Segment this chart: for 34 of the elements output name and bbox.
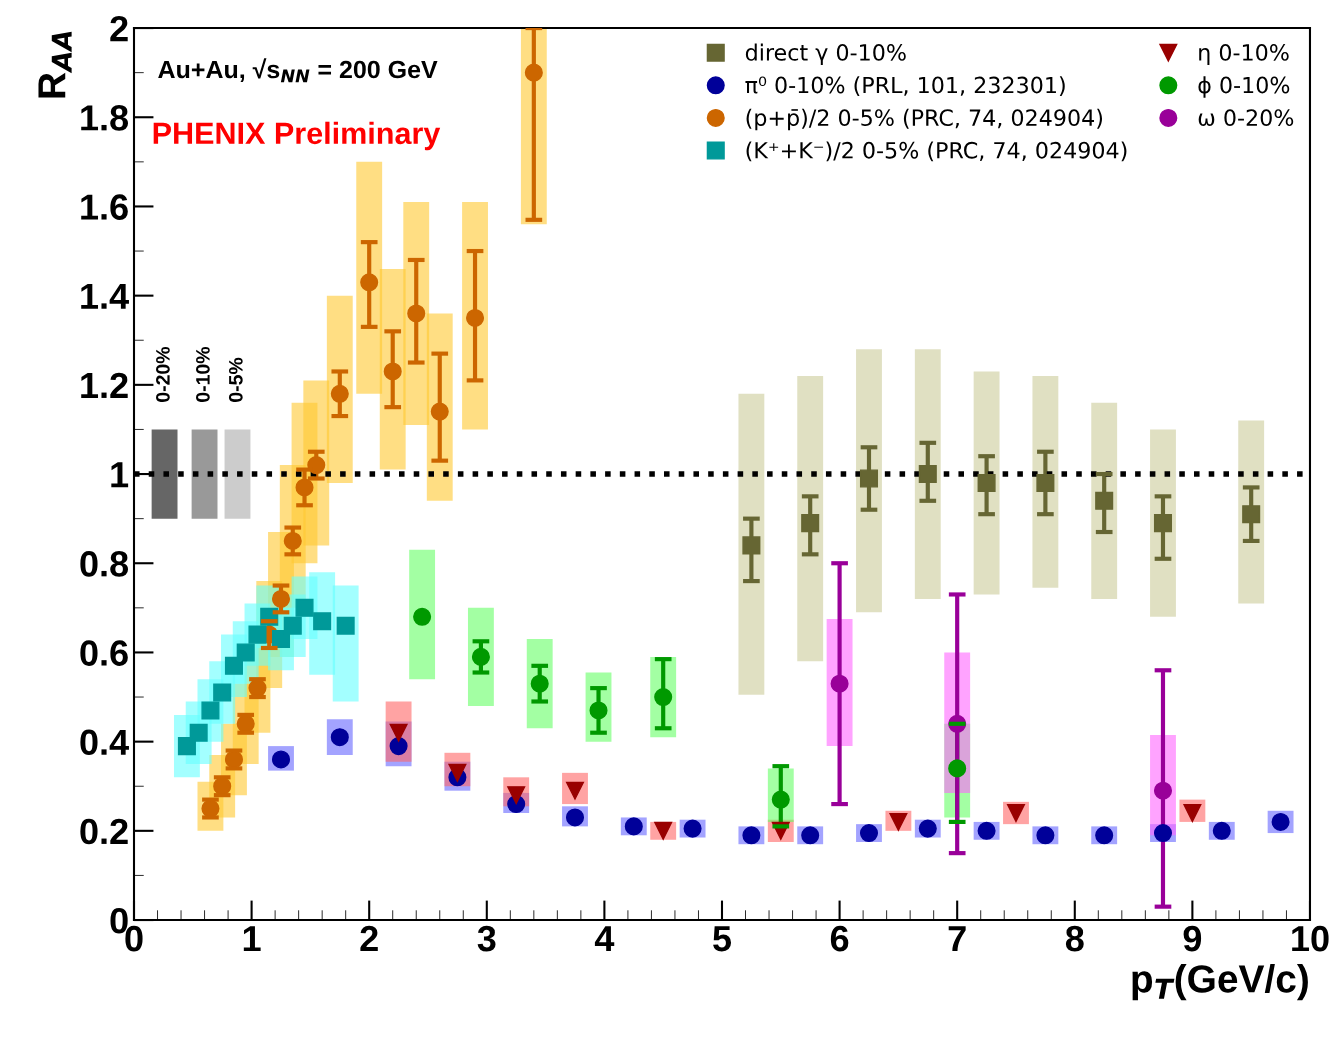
text: 0-5% bbox=[228, 357, 243, 402]
y-tick-label: 0.4 bbox=[80, 729, 129, 756]
x-tick-label: 2 bbox=[360, 925, 378, 952]
x-axis-title: p$_{T}$(GeV/c) bbox=[1132, 964, 1308, 1001]
y-tick-label: 1.8 bbox=[81, 105, 129, 131]
legend-label: η 0-10% bbox=[1199, 44, 1289, 66]
y-tick-label: 0.8 bbox=[80, 551, 129, 577]
annotation: Au+Au, √s$_{NN}$ = 200 GeV bbox=[158, 58, 438, 83]
legend-label: (p+p̄)/2 0-5% (PRC, 74, 024904) bbox=[746, 108, 1103, 131]
annotation: PHENIX Preliminary bbox=[153, 121, 441, 151]
x-tick-label: 6 bbox=[830, 925, 849, 952]
y-tick-label: 0.6 bbox=[80, 640, 128, 666]
x-tick-label: 3 bbox=[477, 925, 496, 952]
legend-label: ϕ 0-10% bbox=[1198, 76, 1290, 98]
y-tick-label: 0.2 bbox=[80, 818, 128, 845]
legend-label: π⁰ 0-10% (PRL, 101, 232301) bbox=[745, 76, 1065, 97]
x-tick-label: 10 bbox=[1292, 925, 1329, 952]
y-tick-label: 1.4 bbox=[81, 283, 129, 309]
x-tick-label: 8 bbox=[1065, 925, 1084, 952]
y-axis-title: R$_{AA}$ bbox=[38, 31, 72, 98]
text: 0-20% bbox=[156, 346, 170, 402]
x-tick-label: 4 bbox=[594, 926, 615, 952]
legend-label: direct γ 0-10% bbox=[745, 43, 906, 66]
y-tick-label: 1 bbox=[111, 462, 129, 488]
x-tick-label: 1 bbox=[243, 926, 261, 952]
legend-label: ω 0-20% bbox=[1198, 109, 1294, 127]
x-tick-label: 7 bbox=[948, 926, 966, 952]
y-tick-label: 2 bbox=[110, 15, 128, 42]
x-tick-label: 9 bbox=[1183, 925, 1202, 952]
text: 0-10% bbox=[196, 346, 210, 402]
legend-label: (K⁺+K⁻)/2 0-5% (PRC, 74, 024904) bbox=[746, 141, 1127, 162]
y-tick-label: 1.2 bbox=[81, 372, 128, 398]
y-tick-label: 1.6 bbox=[81, 194, 128, 220]
x-tick-label: 5 bbox=[713, 926, 732, 952]
